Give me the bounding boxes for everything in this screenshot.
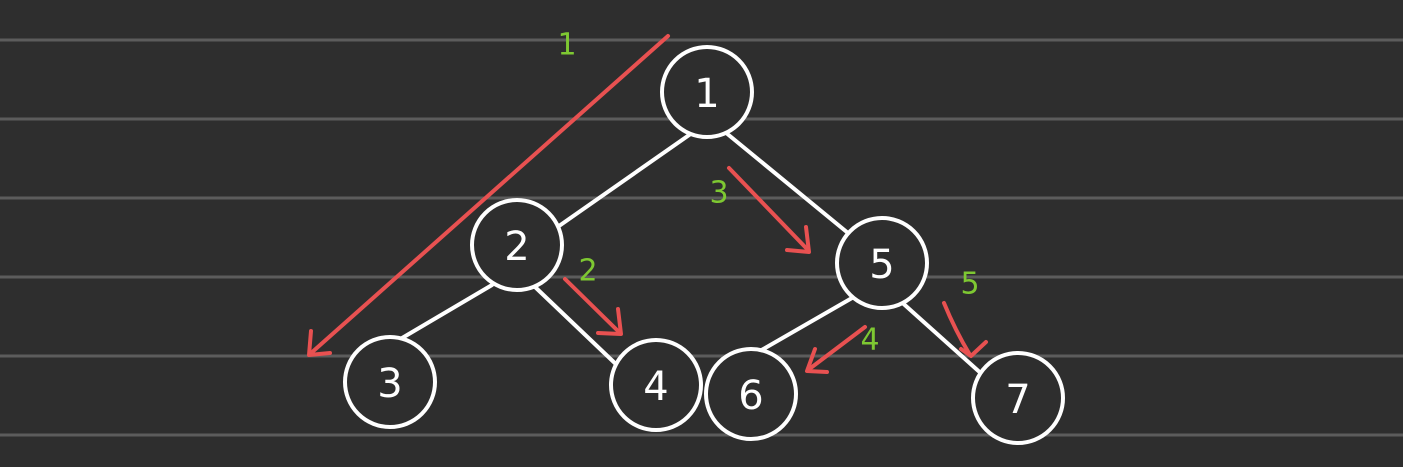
node-label: 7: [1005, 377, 1030, 423]
edge-5-7: [895, 296, 986, 378]
edge-2-4: [532, 284, 622, 370]
step-label-2: 2: [578, 254, 597, 289]
traversal-arrow-3: [727, 166, 811, 254]
tree-node-2: 2: [470, 198, 564, 292]
step-label-3: 3: [709, 176, 728, 211]
tree-node-6: 6: [704, 347, 798, 441]
tree-nodes: 1 2 3 4 5 6 7: [343, 45, 1065, 445]
node-label: 6: [738, 373, 763, 419]
step-label-4: 4: [860, 323, 879, 358]
node-label: 4: [643, 364, 668, 410]
ruled-lines: [0, 38, 1403, 437]
traversal-step-labels: 1 2 3 4 5: [557, 28, 979, 358]
traversal-arrows: [307, 34, 988, 374]
traversal-arrow-1: [307, 34, 670, 357]
traversal-arrow-5: [942, 301, 988, 358]
tree-node-1: 1: [660, 45, 754, 139]
tree-node-5: 5: [835, 216, 929, 310]
edge-1-2: [557, 131, 694, 228]
node-label: 5: [869, 242, 894, 288]
tree-node-3: 3: [343, 335, 437, 429]
edge-5-6: [751, 296, 854, 357]
tree-edges: [395, 130, 986, 378]
traversal-arrow-2: [563, 277, 623, 336]
node-label: 3: [377, 361, 402, 407]
node-label: 2: [504, 224, 529, 270]
step-label-5: 5: [960, 267, 979, 302]
node-label: 1: [694, 71, 719, 117]
tree-node-4: 4: [609, 338, 703, 432]
edge-1-5: [723, 130, 850, 235]
tree-node-7: 7: [971, 351, 1065, 445]
edge-2-3: [395, 283, 494, 343]
traversal-arrow-4: [805, 325, 867, 374]
step-label-1: 1: [557, 28, 576, 63]
